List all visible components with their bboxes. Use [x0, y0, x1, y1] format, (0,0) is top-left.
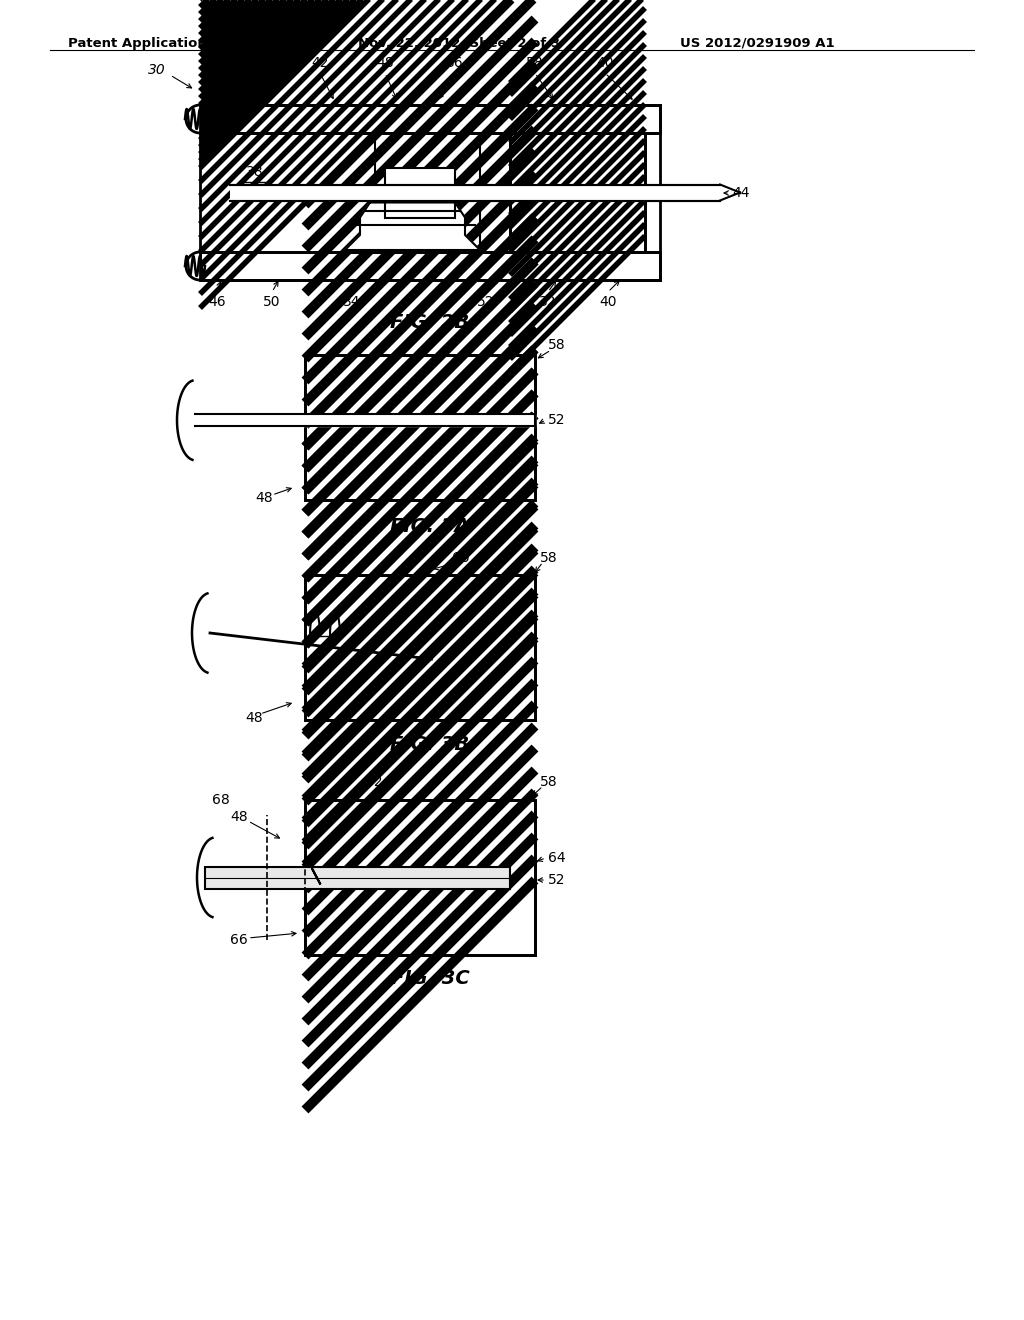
Bar — [305, 800, 535, 954]
Text: 58: 58 — [548, 338, 565, 352]
Bar — [305, 866, 510, 888]
Text: 34: 34 — [343, 294, 360, 309]
Text: FIG. 2B: FIG. 2B — [390, 313, 470, 331]
Text: 36: 36 — [446, 55, 464, 70]
Bar — [200, 106, 660, 133]
Bar — [510, 133, 645, 252]
Text: 40: 40 — [599, 294, 616, 309]
Bar — [385, 168, 455, 218]
Bar — [305, 355, 535, 500]
Polygon shape — [195, 414, 535, 426]
Bar — [305, 800, 535, 954]
Bar — [200, 252, 660, 280]
Text: 52: 52 — [477, 294, 495, 309]
Text: 48: 48 — [245, 711, 262, 725]
Text: 58: 58 — [540, 775, 558, 789]
Text: 58: 58 — [540, 550, 558, 565]
Bar — [510, 133, 645, 252]
Text: 68: 68 — [212, 793, 230, 807]
Text: 66: 66 — [230, 933, 248, 946]
Text: FIG. 3A: FIG. 3A — [390, 517, 470, 536]
Text: 52: 52 — [548, 413, 565, 426]
Text: 42: 42 — [311, 55, 329, 70]
Text: 60: 60 — [452, 550, 470, 565]
Polygon shape — [186, 106, 200, 133]
Text: FIG. 3C: FIG. 3C — [391, 969, 469, 987]
Text: 58: 58 — [526, 55, 544, 70]
Text: 52: 52 — [548, 873, 565, 887]
Bar — [305, 576, 535, 719]
Text: 40: 40 — [596, 55, 613, 70]
Text: 48: 48 — [255, 491, 272, 506]
Text: 30: 30 — [148, 63, 166, 77]
Polygon shape — [345, 202, 480, 249]
Text: 46: 46 — [208, 294, 226, 309]
Text: 48: 48 — [376, 55, 394, 70]
Bar — [200, 252, 660, 280]
Polygon shape — [186, 252, 200, 280]
Text: 62: 62 — [365, 775, 383, 789]
Bar — [200, 133, 660, 252]
Text: 48: 48 — [230, 810, 248, 824]
Text: 32: 32 — [540, 294, 557, 309]
Text: 50: 50 — [263, 294, 281, 309]
Bar — [305, 576, 535, 719]
Bar — [205, 866, 510, 888]
Bar — [200, 106, 660, 133]
Text: FIG. 3B: FIG. 3B — [390, 735, 470, 755]
Text: 44: 44 — [732, 186, 750, 201]
Bar — [230, 185, 720, 201]
Text: Patent Application Publication: Patent Application Publication — [68, 37, 296, 50]
Bar — [305, 355, 535, 500]
Text: 64: 64 — [548, 851, 565, 865]
Text: 38: 38 — [246, 165, 264, 180]
Text: US 2012/0291909 A1: US 2012/0291909 A1 — [680, 37, 835, 50]
Text: Nov. 22, 2012  Sheet 2 of 3: Nov. 22, 2012 Sheet 2 of 3 — [358, 37, 560, 50]
